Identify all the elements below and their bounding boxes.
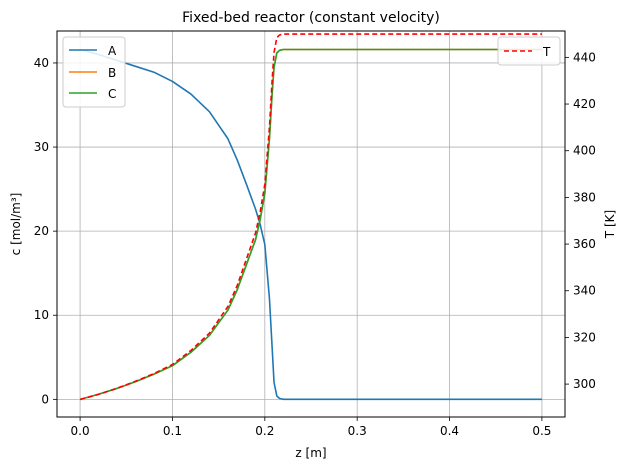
x-axis-ticks: 0.0 0.1 0.2 0.3 0.4 0.5 bbox=[71, 417, 551, 438]
x-tick-label: 0.1 bbox=[163, 424, 182, 438]
y-right-tick-label: 400 bbox=[573, 144, 596, 158]
x-tick-label: 0.0 bbox=[71, 424, 90, 438]
y-right-tick-label: 380 bbox=[573, 190, 596, 204]
x-tick-label: 0.5 bbox=[532, 424, 551, 438]
y-right-tick-label: 360 bbox=[573, 237, 596, 251]
grid bbox=[57, 31, 565, 417]
y-right-axis-label: T [K] bbox=[603, 210, 617, 239]
x-tick-label: 0.4 bbox=[440, 424, 459, 438]
legend-left: A B C bbox=[62, 36, 126, 108]
y-right-tick-label: 320 bbox=[573, 330, 596, 344]
y-left-tick-label: 40 bbox=[34, 56, 49, 70]
plot-frame bbox=[56, 30, 566, 418]
y-right-tick-label: 440 bbox=[573, 50, 596, 64]
legend-label-t: T bbox=[542, 45, 551, 59]
y-left-tick-label: 0 bbox=[41, 392, 49, 406]
x-tick-label: 0.3 bbox=[348, 424, 367, 438]
y-right-axis-ticks: 300 320 340 360 380 400 420 440 bbox=[565, 50, 596, 391]
y-right-tick-label: 420 bbox=[573, 97, 596, 111]
legend-label-c: C bbox=[108, 87, 116, 101]
y-right-tick-label: 300 bbox=[573, 377, 596, 391]
y-right-tick-label: 340 bbox=[573, 284, 596, 298]
x-tick-label: 0.2 bbox=[255, 424, 274, 438]
y-left-tick-label: 20 bbox=[34, 224, 49, 238]
y-left-axis-label: c [mol/m³] bbox=[9, 193, 23, 256]
series-line-t bbox=[79, 33, 542, 401]
legend-label-b: B bbox=[108, 66, 116, 80]
chart-title: Fixed-bed reactor (constant velocity) bbox=[182, 10, 440, 26]
x-axis-label: z [m] bbox=[295, 446, 326, 460]
y-left-tick-label: 30 bbox=[34, 140, 49, 154]
y-left-axis-ticks: 0 10 20 30 40 bbox=[34, 56, 57, 406]
y-left-tick-label: 10 bbox=[34, 308, 49, 322]
series-lines bbox=[79, 33, 542, 401]
legend-right: T bbox=[497, 36, 561, 66]
series-line-a bbox=[79, 48, 542, 401]
legend-label-a: A bbox=[108, 44, 117, 58]
